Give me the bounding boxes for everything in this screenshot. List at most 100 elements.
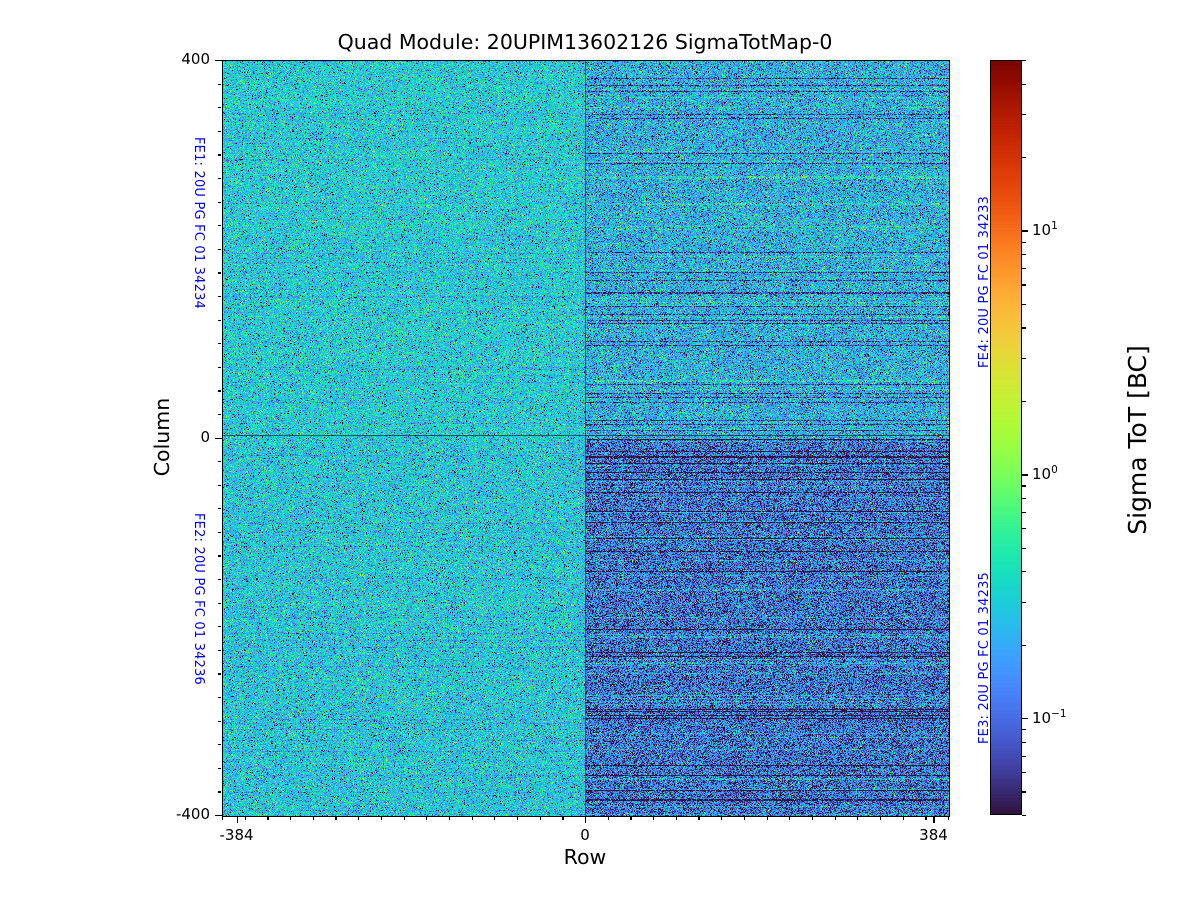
colorbar-minor-tick [1022, 601, 1026, 603]
x-axis-minor-tick [925, 816, 927, 821]
frontend-label-fe1: FE1: 20U PG FC 01 34234 [191, 137, 206, 310]
colorbar-minor-tick [1022, 791, 1026, 793]
x-axis-tick [236, 816, 238, 824]
x-axis-minor-tick [403, 816, 405, 821]
y-axis-tick [215, 437, 222, 439]
y-axis-minor-tick [217, 767, 221, 769]
y-axis-minor-tick [217, 555, 221, 557]
page-title: Quad Module: 20UPIM13602126 SigmaTotMap-… [337, 30, 833, 54]
x-axis-minor-tick [539, 816, 541, 821]
x-axis-tick-label: -384 [219, 826, 254, 844]
y-axis-minor-tick [217, 248, 221, 250]
y-axis-minor-tick [217, 83, 221, 85]
x-axis-minor-tick [426, 816, 428, 821]
y-axis-minor-tick [217, 508, 221, 510]
x-axis-label: Row [563, 845, 607, 869]
y-axis-minor-tick [217, 602, 221, 604]
x-axis-minor-tick [834, 816, 836, 821]
colorbar-minor-tick [1022, 400, 1026, 402]
y-axis-minor-tick [217, 154, 221, 156]
colorbar-minor-tick [1022, 729, 1026, 731]
colorbar-minor-tick [1022, 772, 1026, 774]
colorbar-minor-tick [1022, 284, 1026, 286]
x-axis-minor-tick [653, 816, 655, 821]
y-axis-tick [215, 815, 222, 817]
colorbar-minor-tick [1022, 547, 1026, 549]
x-axis-minor-tick [312, 816, 314, 821]
x-axis-minor-tick [494, 816, 496, 821]
y-axis-tick [215, 60, 222, 62]
colorbar-minor-tick [1022, 327, 1026, 329]
colorbar-tick [1022, 717, 1028, 720]
colorbar-frame [990, 60, 1022, 815]
x-axis-tick [585, 816, 587, 824]
y-axis-minor-tick [217, 343, 221, 345]
quadrant-divider-vertical [585, 61, 586, 816]
colorbar-tick-label: 100 [1032, 464, 1058, 484]
x-axis-minor-tick [222, 816, 224, 821]
colorbar-minor-tick [1022, 268, 1026, 270]
colorbar[interactable]: 101 100 10−1 [990, 60, 1067, 817]
y-axis-tick-label: -400 [175, 805, 210, 823]
colorbar-minor-tick [1022, 83, 1026, 85]
x-axis-minor-tick [857, 816, 859, 821]
colorbar-minor-tick [1022, 644, 1026, 646]
colorbar-minor-tick [1022, 303, 1026, 305]
y-axis-minor-tick [217, 319, 221, 321]
x-axis-minor-tick [448, 816, 451, 821]
x-axis-minor-tick [675, 816, 677, 821]
y-axis-minor-tick [217, 201, 221, 203]
x-axis-minor-tick [698, 816, 700, 821]
colorbar-minor-tick [1022, 741, 1026, 743]
x-axis-minor-tick [743, 816, 745, 821]
colorbar-minor-tick [1022, 254, 1026, 256]
y-axis-minor-tick [217, 107, 221, 109]
x-axis-minor-tick [290, 816, 292, 821]
y-axis-minor-tick [217, 673, 221, 675]
x-axis-tick-label: 384 [919, 826, 948, 844]
colorbar-minor-tick [1022, 60, 1026, 62]
colorbar-tick [1022, 474, 1028, 476]
x-axis-minor-tick [879, 816, 882, 821]
y-axis-minor-tick [217, 461, 221, 463]
colorbar-minor-tick [1022, 511, 1026, 514]
x-axis-minor-tick [948, 816, 950, 821]
y-axis-minor-tick [217, 720, 221, 722]
heatmap-image[interactable] [223, 61, 949, 816]
colorbar-minor-tick [1022, 357, 1026, 360]
x-axis-tick [933, 816, 935, 824]
colorbar-minor-tick [1022, 114, 1026, 116]
x-axis-minor-tick [244, 816, 246, 821]
y-axis-tick-label: 400 [181, 50, 210, 68]
y-axis-minor-tick [217, 791, 221, 793]
colorbar-minor-tick [1022, 485, 1026, 487]
y-axis-minor-tick [217, 484, 221, 486]
colorbar-minor-tick [1022, 571, 1026, 573]
y-axis-minor-tick [217, 366, 221, 368]
heatmap-axes[interactable] [222, 60, 950, 817]
colorbar-label: Sigma ToT [BC] [1123, 345, 1152, 535]
colorbar-minor-tick [1022, 815, 1026, 817]
colorbar-tick [1022, 230, 1028, 232]
colorbar-minor-tick [1022, 157, 1026, 159]
x-axis-minor-tick [607, 816, 609, 821]
x-axis-minor-tick [766, 816, 768, 821]
colorbar-minor-tick [1022, 497, 1026, 499]
x-axis-minor-tick [721, 816, 723, 821]
x-axis-minor-tick [380, 816, 382, 821]
y-axis-minor-tick [217, 225, 221, 227]
y-axis-minor-tick [217, 413, 221, 416]
y-axis-minor-tick [217, 626, 221, 628]
y-axis-minor-tick [217, 649, 221, 652]
y-axis-minor-tick [217, 744, 221, 746]
x-axis-minor-tick [267, 816, 269, 821]
x-axis-minor-tick [516, 816, 519, 821]
y-axis-minor-tick [217, 272, 221, 274]
x-axis-minor-tick [471, 816, 473, 821]
quadrant-divider-horizontal [223, 435, 949, 436]
x-axis-minor-tick [902, 816, 904, 821]
y-axis-minor-tick [217, 390, 221, 392]
x-axis-minor-tick [358, 816, 360, 821]
x-axis-minor-tick [789, 816, 791, 821]
